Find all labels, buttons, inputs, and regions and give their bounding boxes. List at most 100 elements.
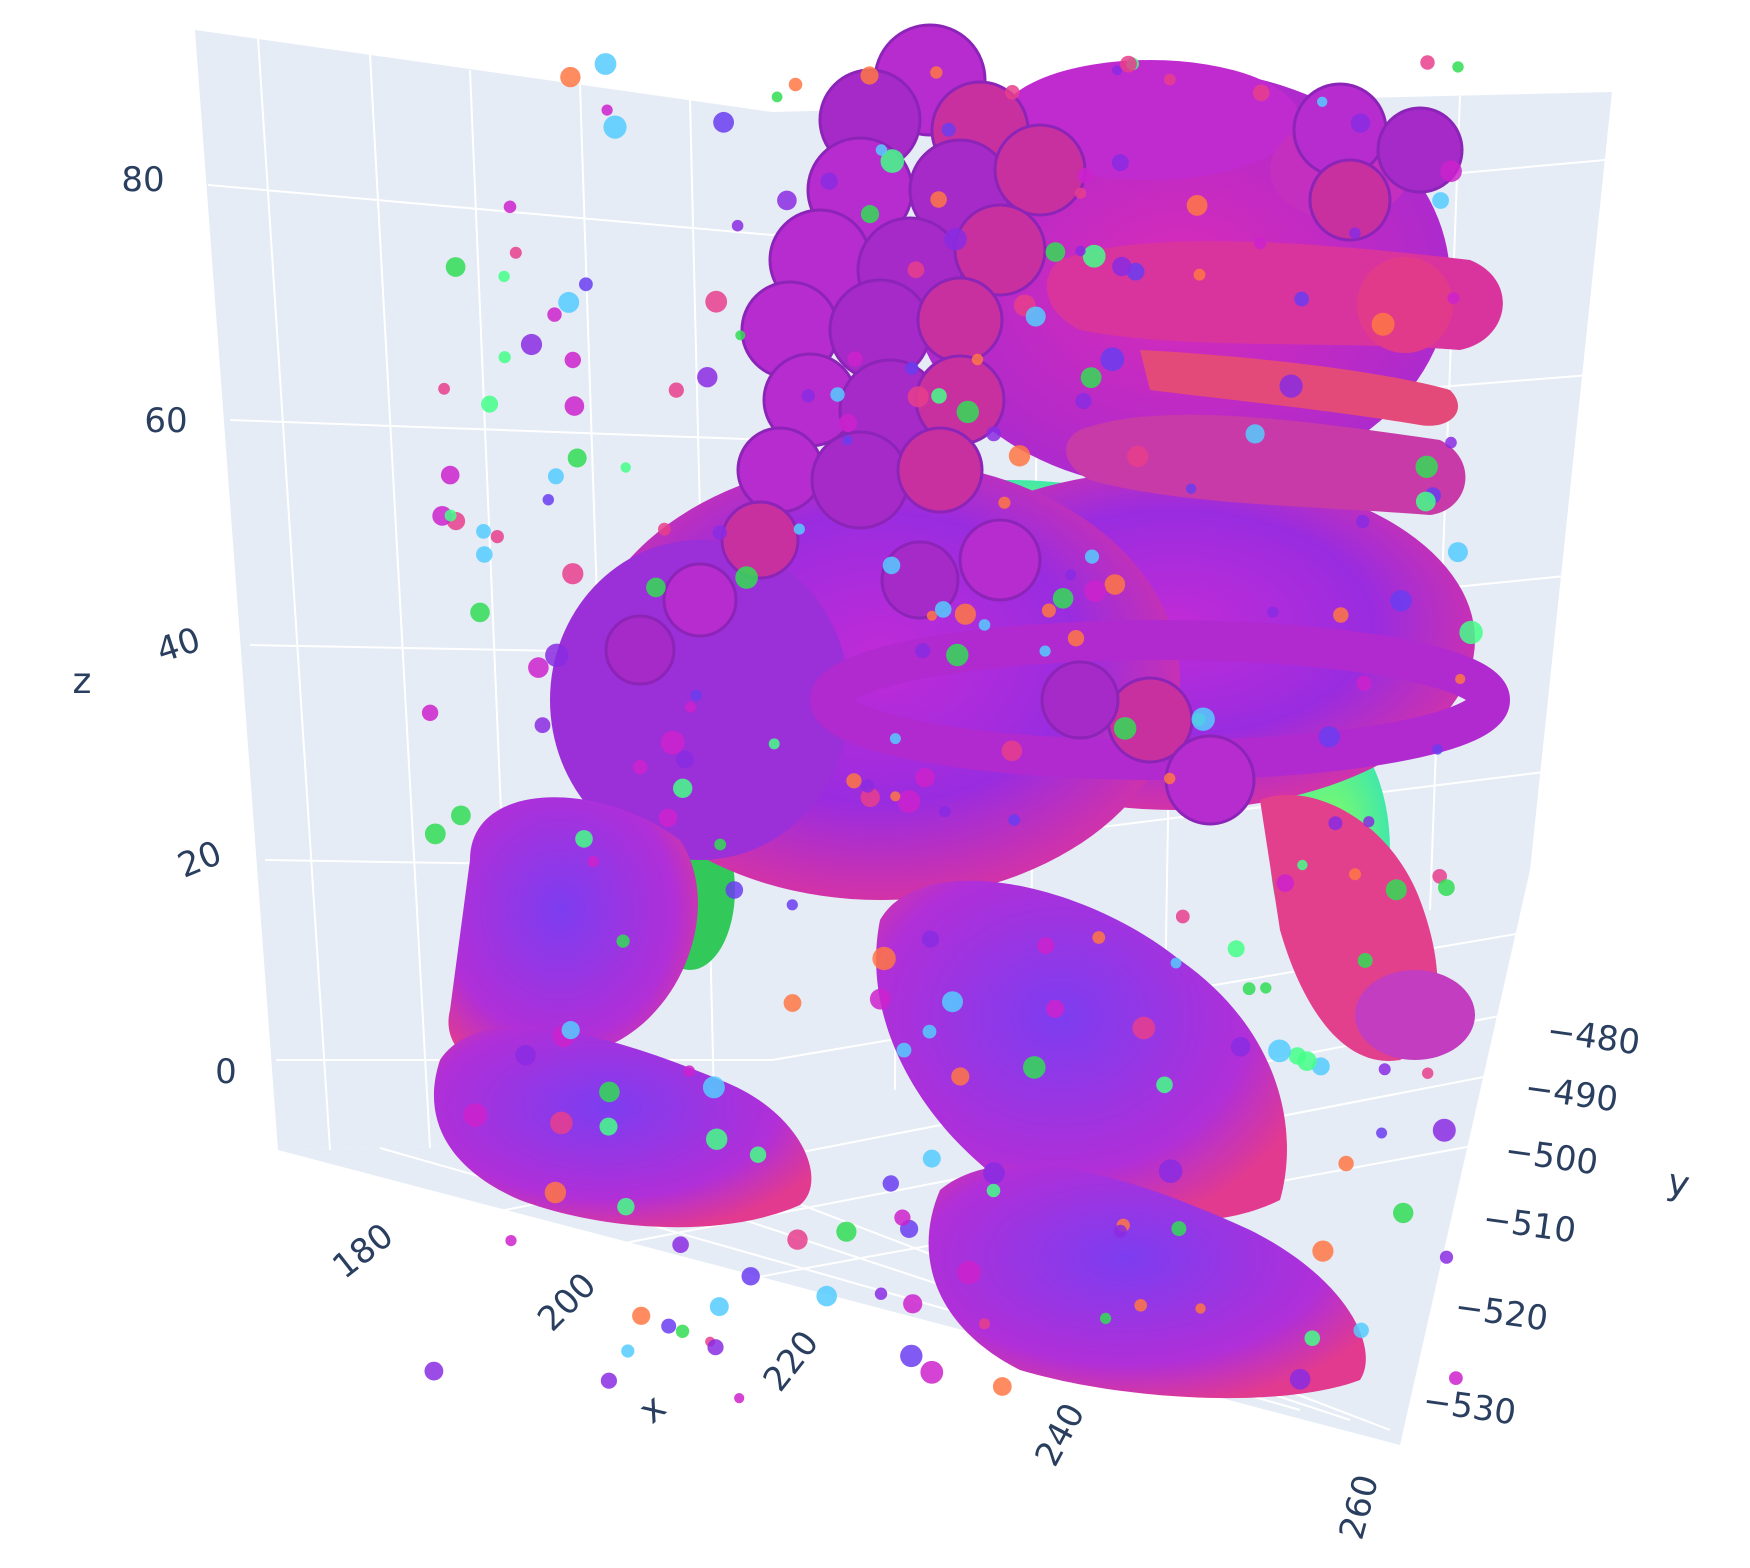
scatter-point [476,524,491,539]
scatter-point [978,619,991,631]
scatter-point [1080,367,1102,388]
point-cloud-statue [421,23,1510,1404]
scatter-point [842,435,853,446]
scatter-point [1253,236,1267,250]
y-axis-title: y [1664,1161,1693,1206]
scatter-point [632,759,648,775]
scatter-point [1037,937,1055,954]
x-tick-label: 180 [325,1216,401,1287]
scatter-point [771,91,783,103]
scatter-point [1065,569,1077,581]
scatter-point [1100,1312,1112,1324]
scatter-point [894,1209,911,1226]
scatter-point [564,351,581,369]
scatter-point [1175,909,1190,924]
scatter-point [1294,291,1310,307]
scatter-point [816,1285,837,1307]
y-tick-label: −520 [1453,1287,1551,1340]
scatter-point [1082,244,1106,268]
x-tick-label: 220 [756,1323,827,1399]
scatter-point [1084,580,1107,602]
scatter-point [1077,167,1093,184]
scatter-point [905,361,919,375]
scatter-point [836,1221,857,1242]
scatter-point [1449,1371,1463,1385]
scatter-point [880,149,905,173]
scatter-point [515,1045,536,1066]
scatter-point [1376,1127,1388,1139]
scatter-point [544,1181,567,1204]
scatter-point [1186,195,1208,216]
scatter-point [1164,772,1176,785]
scatter-point [915,768,935,788]
scatter-point [941,122,956,137]
scatter-point [561,1021,580,1040]
scatter-point [725,881,744,899]
scatter-point [749,1146,767,1163]
scatter-point [498,351,511,364]
mane-curl [993,123,1087,217]
scatter-point [1113,1224,1127,1238]
scatter-point [734,1393,745,1404]
scatter-point [777,190,797,211]
scatter-point [983,1162,1005,1185]
scatter-point [1025,306,1046,327]
y-tick-label: −490 [1523,1068,1621,1121]
scatter-point [1440,160,1462,182]
scatter-point [875,144,888,156]
scatter-point [741,1267,760,1286]
grid-line [229,419,773,441]
scatter-point [463,1103,488,1127]
lower-jaw [1066,414,1466,515]
scatter-point [470,602,490,623]
mane-curl [916,276,1004,364]
scatter-point [476,546,493,563]
scatter-point [672,1236,689,1253]
scatter-point [1158,1159,1183,1183]
scatter-point [550,1111,573,1135]
scatter-point [1432,744,1443,755]
scatter-point [847,351,863,367]
front-leg [876,880,1287,1222]
front-paw [928,1164,1366,1399]
scatter-point [896,1042,912,1058]
scatter-point [1338,1155,1354,1172]
mane-curl [896,426,984,514]
scatter-point [897,790,921,813]
scatter-point [1005,85,1020,100]
scatter-point [1422,1067,1434,1079]
scatter-point [424,1361,444,1381]
scatter-point [621,1344,635,1358]
mane-curl [958,518,1042,602]
scatter-point [921,930,940,948]
scatter-point [944,227,967,251]
scatter-point [793,523,805,535]
scatter-point [934,601,952,618]
z-tick-label: 20 [172,833,227,886]
scatter-point [668,382,684,398]
x-tick-label: 240 [1027,1397,1093,1473]
scatter-point [731,219,744,232]
scatter-point [658,808,678,828]
scatter-point [603,115,627,139]
scatter-point [1075,245,1086,257]
scatter-point [1039,645,1051,657]
scatter-point [1001,740,1023,762]
scatter-point [1045,242,1066,262]
scatter-point [558,291,580,313]
scatter-point [1317,96,1328,108]
scatter-point [690,689,702,701]
scatter-point [788,77,803,92]
scatter-point [673,778,693,798]
scatter-point [1067,630,1085,647]
mane-curl [736,426,824,514]
scatter-point [675,750,694,769]
scatter-point [564,396,585,416]
scatter-point [1432,192,1449,209]
rear-paw [433,1026,812,1228]
scatter-point [1350,113,1371,133]
scatter-point [860,205,880,224]
scatter-point [1318,726,1340,748]
